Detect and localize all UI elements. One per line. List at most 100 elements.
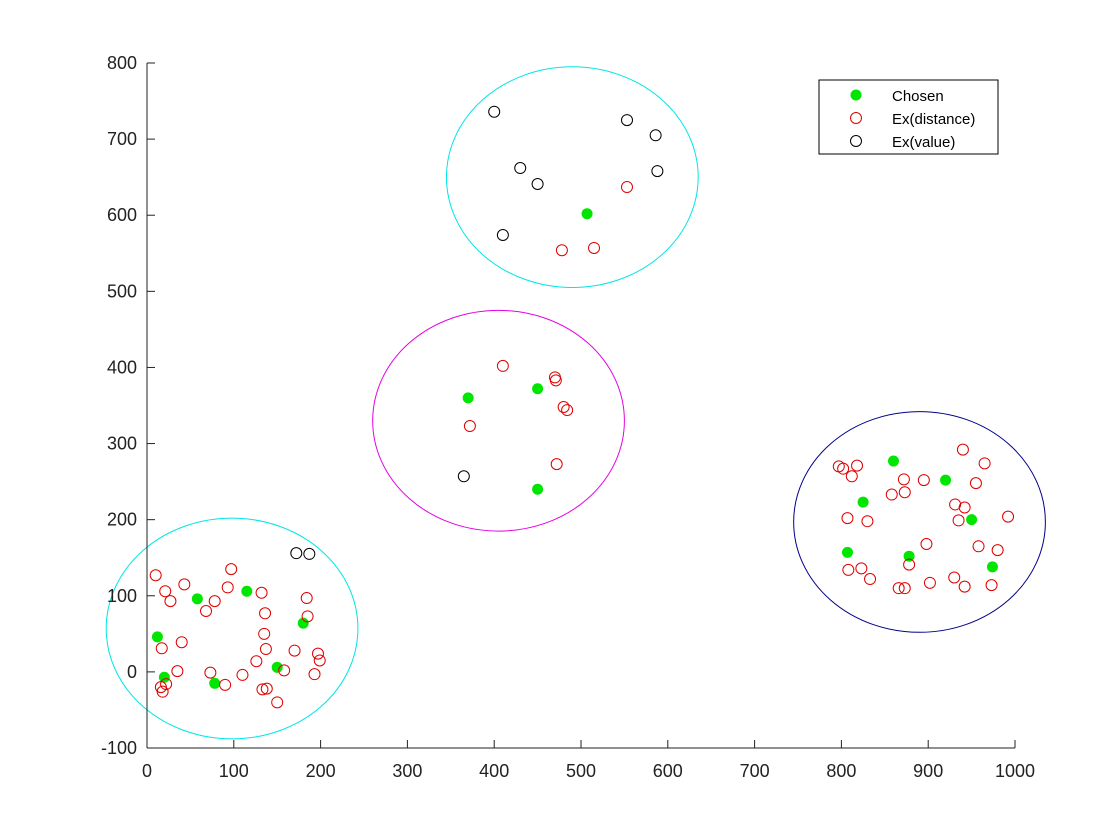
point-ex-distance [892, 582, 905, 595]
point-ex-distance [308, 668, 321, 681]
point-ex-distance [920, 538, 933, 551]
point-chosen [271, 661, 283, 673]
y-tick-label: 700 [107, 129, 137, 149]
point-ex-distance [258, 627, 271, 640]
point-ex-distance [923, 576, 936, 589]
point-chosen [887, 455, 899, 467]
point-ex-distance [561, 404, 574, 417]
point-ex-distance [864, 573, 877, 586]
y-tick-label: -100 [101, 738, 137, 758]
point-ex-distance [991, 544, 1004, 557]
point-ex-distance [952, 514, 965, 527]
x-tick-label: 100 [219, 761, 249, 781]
x-tick-label: 200 [306, 761, 336, 781]
legend-label-ex-value: Ex(value) [892, 134, 955, 151]
x-tick-label: 1000 [995, 761, 1035, 781]
point-ex-value [621, 114, 634, 127]
point-ex-distance [621, 181, 634, 194]
legend-label-chosen: Chosen [892, 88, 944, 105]
point-chosen [581, 208, 593, 220]
point-ex-distance [496, 359, 509, 372]
legend: Chosen Ex(distance) Ex(value) [818, 79, 999, 155]
point-chosen [191, 593, 203, 605]
point-ex-value [457, 470, 470, 483]
y-tick-label: 500 [107, 281, 137, 301]
point-ex-distance [903, 558, 916, 571]
point-ex-distance [225, 563, 238, 576]
point-ex-distance [256, 683, 269, 696]
point-ex-distance [1002, 510, 1015, 523]
point-ex-distance [200, 605, 213, 617]
legend-marker-ex-distance [850, 112, 862, 124]
point-ex-distance [948, 571, 961, 584]
point-ex-value [514, 162, 527, 175]
point-chosen [158, 671, 170, 683]
point-ex-distance [845, 470, 858, 483]
point-ex-distance [255, 586, 268, 599]
x-tick-label: 0 [142, 761, 152, 781]
point-ex-distance [288, 644, 301, 657]
point-ex-distance [557, 401, 570, 414]
point-ex-distance [313, 654, 326, 667]
y-tick-label: 0 [127, 662, 137, 682]
y-tick-label: 100 [107, 586, 137, 606]
point-ex-distance [178, 578, 191, 591]
point-ex-value [488, 105, 501, 118]
point-ex-distance [300, 592, 313, 605]
point-ex-distance [156, 685, 169, 698]
point-ex-distance [149, 569, 162, 582]
y-tick-label: 200 [107, 510, 137, 530]
point-ex-distance [260, 682, 273, 695]
cluster-circle-1 [105, 517, 359, 740]
point-ex-distance [278, 664, 291, 677]
point-chosen [903, 550, 915, 562]
legend-label-ex-distance: Ex(distance) [892, 111, 975, 128]
point-ex-distance [897, 473, 910, 486]
point-ex-distance [985, 579, 998, 592]
point-ex-distance [898, 486, 911, 499]
point-ex-distance [956, 443, 969, 456]
point-ex-distance [969, 477, 982, 490]
point-chosen [209, 677, 221, 689]
point-ex-distance [155, 642, 168, 655]
point-chosen [297, 617, 309, 629]
point-ex-distance [159, 585, 172, 598]
point-ex-distance [259, 643, 272, 656]
point-chosen [151, 631, 163, 643]
axes: 0 100 200 300 400 500 600 700 800 900 1000-1000100… [101, 53, 1035, 781]
point-ex-distance [208, 595, 221, 608]
point-ex-distance [555, 244, 568, 257]
x-tick-label: 800 [826, 761, 856, 781]
point-ex-value [651, 165, 664, 178]
point-ex-distance [549, 374, 562, 387]
y-tick-label: 600 [107, 205, 137, 225]
point-ex-value [496, 229, 509, 242]
point-ex-distance [958, 580, 971, 593]
point-ex-distance [221, 581, 234, 594]
point-ex-distance [851, 459, 864, 472]
point-ex-distance [250, 655, 263, 668]
point-ex-distance [160, 678, 173, 691]
point-ex-distance [861, 515, 874, 528]
point-chosen [841, 546, 853, 558]
point-ex-distance [550, 458, 563, 471]
point-ex-distance [917, 474, 930, 487]
y-tick-label: 400 [107, 357, 137, 377]
point-ex-distance [588, 241, 601, 254]
cluster-circle-3 [445, 66, 699, 289]
point-ex-value [290, 547, 303, 560]
x-tick-label: 500 [566, 761, 596, 781]
point-chosen [857, 496, 869, 508]
x-tick-label: 400 [479, 761, 509, 781]
point-ex-distance [842, 563, 855, 576]
point-chosen [462, 392, 474, 404]
point-ex-distance [311, 647, 324, 660]
point-chosen [532, 383, 544, 395]
cluster-circles [105, 66, 1046, 740]
point-ex-distance [978, 457, 991, 470]
point-ex-distance [463, 420, 476, 433]
x-tick-label: 300 [392, 761, 422, 781]
point-ex-distance [219, 678, 232, 691]
point-ex-value [531, 178, 544, 191]
